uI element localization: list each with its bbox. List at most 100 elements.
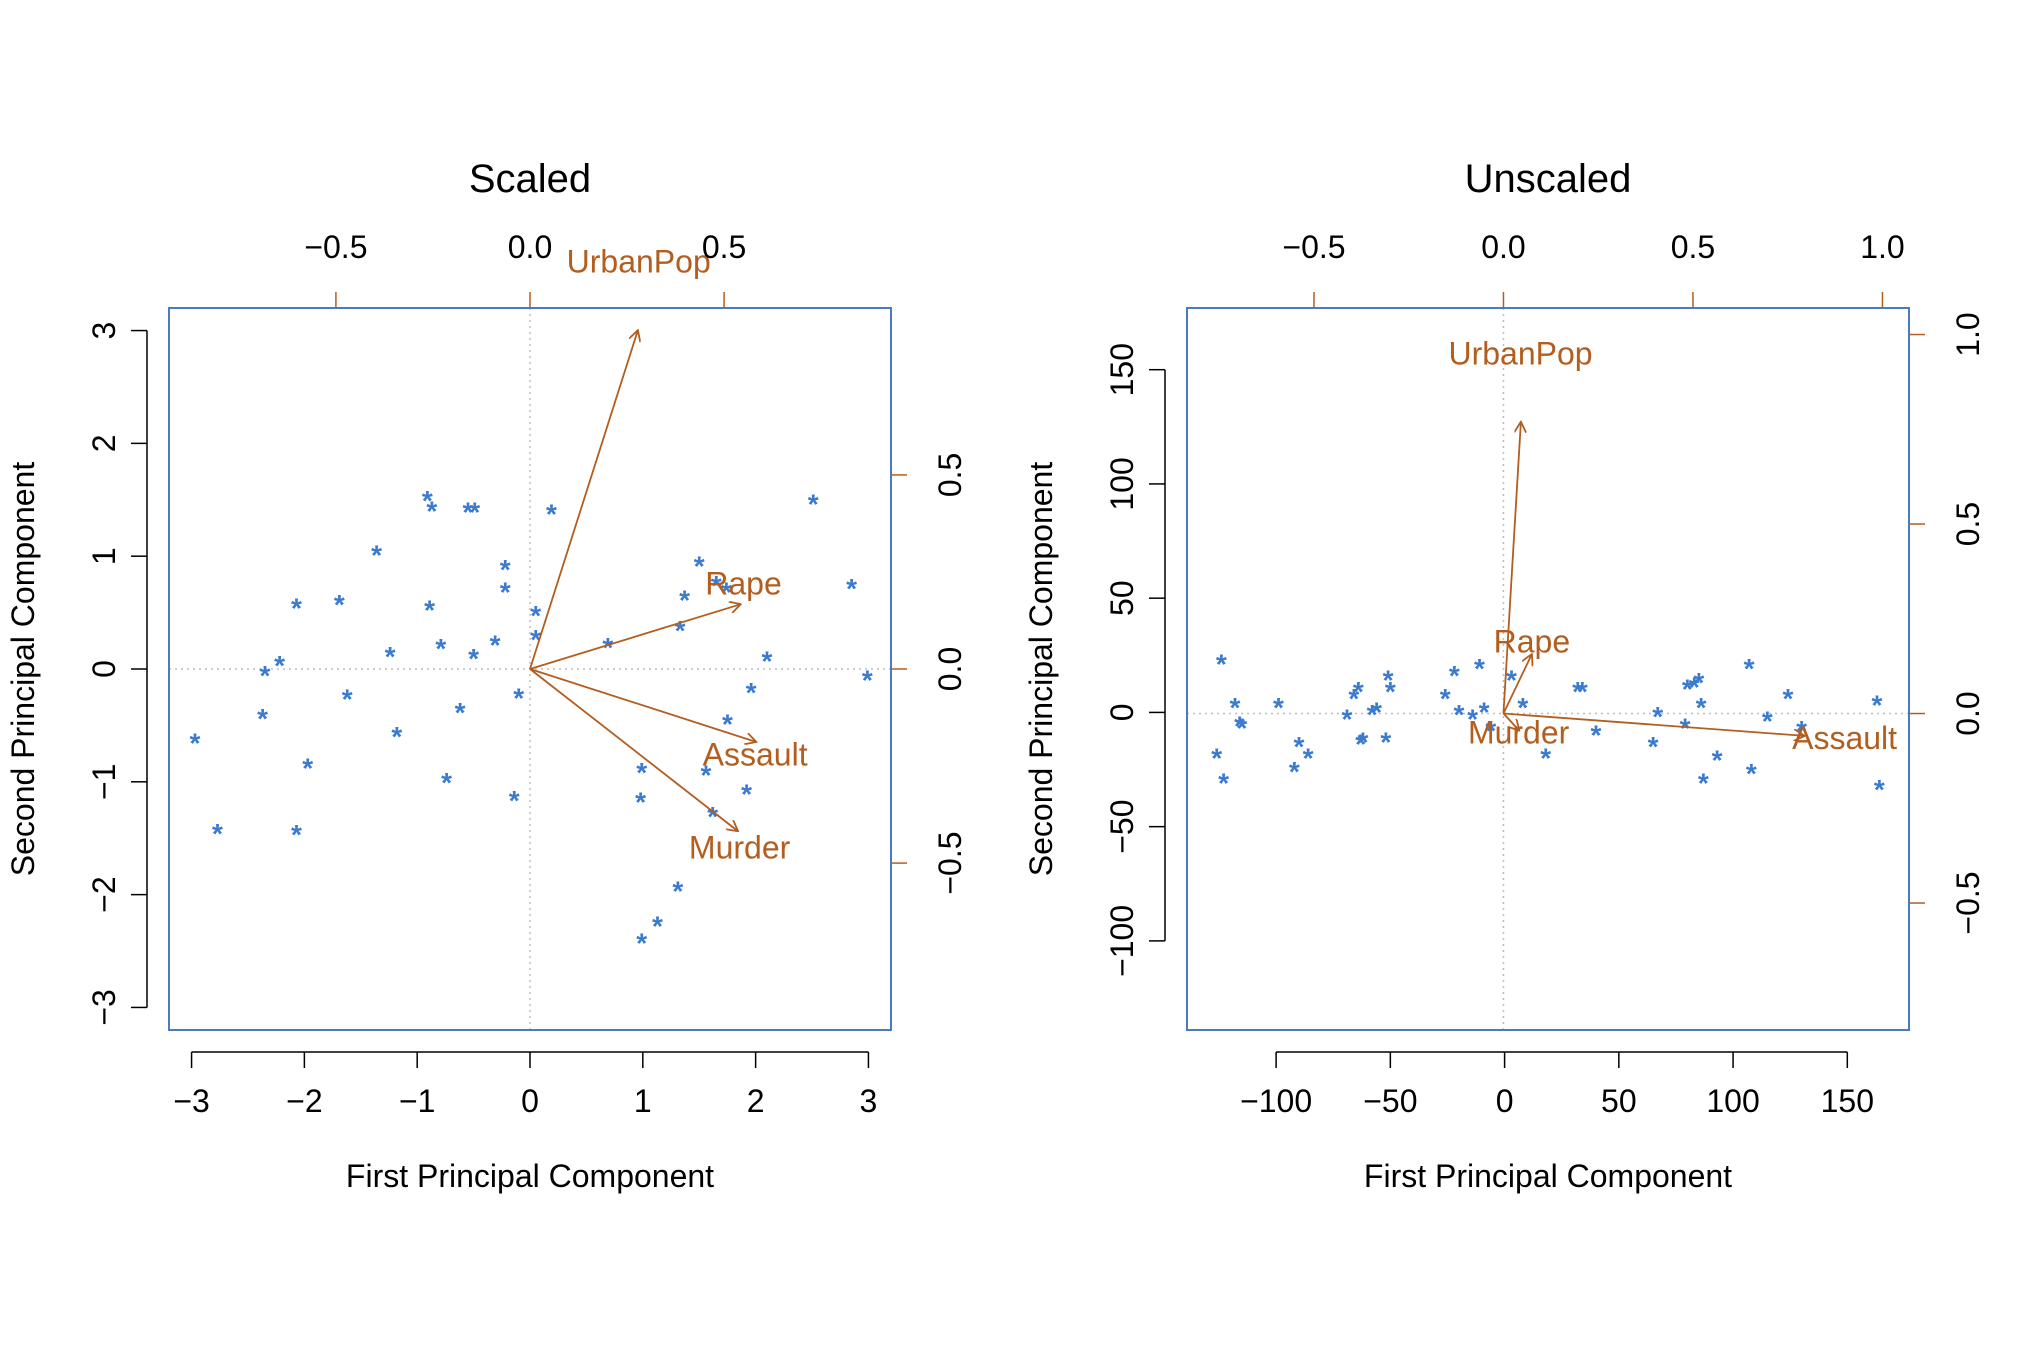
unscaled-plot-frame [1186, 307, 1910, 1031]
scaled-point-45: * [746, 677, 757, 708]
unscaled-bottom-axis: −100 −50 0 50 100 150 [1240, 1051, 1874, 1119]
scaled-left-axis: −3 −2 −1 0 1 2 3 [86, 322, 148, 1026]
scaled-point-13: * [422, 485, 433, 516]
scaled-bottom-axis: −3 −2 −1 0 1 2 3 [173, 1051, 877, 1119]
scaled-point-8: * [334, 589, 345, 620]
scaled-x-tick-label: −3 [173, 1083, 209, 1119]
unscaled-top-tick-label: 0.5 [1671, 229, 1715, 265]
unscaled-point-44: * [1762, 706, 1773, 737]
unscaled-point-19: * [1385, 676, 1396, 707]
unscaled-point-30: * [1572, 676, 1583, 707]
unscaled-point-4: * [1234, 710, 1245, 741]
scaled-score-points: **** ************************************… [189, 485, 872, 958]
scaled-point-17: * [441, 767, 452, 798]
scaled-x-tick-label: 1 [634, 1083, 652, 1119]
unscaled-point-12: * [1353, 676, 1364, 707]
scaled-point-44: * [741, 778, 752, 809]
scaled-chart-title: Scaled [469, 157, 591, 201]
unscaled-top-tick-label: −0.5 [1282, 229, 1345, 265]
scaled-top-axis: −0.5 0.0 0.5 [304, 229, 746, 308]
unscaled-x-tick-label: −50 [1363, 1083, 1417, 1119]
scaled-point-28: * [530, 624, 541, 655]
unscaled-point-16: * [1371, 697, 1382, 728]
scaled-point-24: * [500, 577, 511, 608]
unscaled-point-43: * [1746, 758, 1757, 789]
unscaled-point-34: * [1652, 701, 1663, 732]
unscaled-right-axis: −0.5 0.0 0.5 1.0 [1909, 312, 1986, 935]
scaled-point-22: * [490, 630, 501, 661]
unscaled-label-murder: Murder [1468, 714, 1570, 750]
scaled-point-32: * [636, 757, 647, 788]
unscaled-point-13: * [1357, 726, 1368, 757]
unscaled-point-40: * [1698, 767, 1709, 798]
unscaled-point-36: * [1682, 674, 1693, 705]
scaled-right-tick-label: 0.5 [932, 453, 968, 497]
scaled-right-tick-label: 0.0 [932, 647, 968, 691]
scaled-point-19: * [463, 496, 474, 527]
scaled-point-2: * [257, 703, 268, 734]
scaled-y-tick-label: −2 [86, 876, 122, 912]
scaled-loading-labels: UrbanPop Rape Assault Murder [567, 243, 808, 865]
scaled-point-14: * [424, 595, 435, 626]
unscaled-point-27: * [1506, 665, 1517, 696]
unscaled-left-axis: −100 −50 0 50 100 150 [1104, 343, 1166, 977]
unscaled-y-tick-label: 150 [1104, 343, 1140, 396]
unscaled-y-tick-label: 50 [1104, 580, 1140, 616]
scaled-point-12: * [391, 721, 402, 752]
unscaled-point-9: * [1303, 742, 1314, 773]
scaled-biplot-panel: Scaled First Principal Component Second … [5, 157, 968, 1194]
unscaled-score-points: ******************** *** ********** ** *****… [1211, 649, 1885, 806]
scaled-point-38: * [694, 551, 705, 582]
scaled-arrow-murder [529, 668, 738, 831]
scaled-point-0: * [189, 728, 200, 759]
scaled-y-tick-label: 1 [86, 547, 122, 565]
unscaled-arrow-murder [1502, 712, 1519, 731]
unscaled-right-tick-label: 0.5 [1950, 502, 1986, 546]
unscaled-loading-arrows [1502, 422, 1804, 736]
scaled-y-tick-label: 3 [86, 322, 122, 340]
scaled-point-11: * [385, 641, 396, 672]
scaled-right-tick-label: −0.5 [932, 832, 968, 895]
scaled-label-assault: Assault [703, 736, 808, 772]
scaled-point-21: * [469, 496, 480, 527]
unscaled-point-32: * [1591, 719, 1602, 750]
unscaled-point-24: * [1474, 653, 1485, 684]
unscaled-top-tick-label: 1.0 [1860, 229, 1904, 265]
unscaled-x-axis-title: First Principal Component [1364, 1158, 1732, 1194]
scaled-top-tick-label: −0.5 [304, 229, 367, 265]
scaled-y-axis-title: Second Principal Component [5, 462, 41, 877]
unscaled-arrow-urbanpop [1502, 422, 1520, 714]
unscaled-point-20: * [1440, 683, 1451, 714]
scaled-point-9: * [342, 684, 353, 715]
unscaled-x-tick-label: 100 [1706, 1083, 1759, 1119]
scaled-point-30: * [602, 632, 613, 663]
scaled-loading-arrows [529, 330, 756, 831]
unscaled-point-23: * [1467, 703, 1478, 734]
unscaled-right-tick-label: −0.5 [1950, 871, 1986, 934]
scaled-point-34: * [652, 910, 663, 941]
scaled-point-4: * [274, 650, 285, 681]
scaled-x-tick-label: −2 [286, 1083, 322, 1119]
unscaled-right-tick-label: 0.0 [1950, 691, 1986, 735]
scaled-point-20: * [468, 643, 479, 674]
unscaled-point-47: * [1872, 690, 1883, 721]
scaled-point-25: * [509, 785, 520, 816]
unscaled-point-10: * [1341, 703, 1352, 734]
scaled-label-murder: Murder [689, 830, 791, 866]
unscaled-point-39: * [1696, 692, 1707, 723]
unscaled-point-11: * [1348, 683, 1359, 714]
unscaled-y-axis-title: Second Principal Component [1023, 462, 1059, 877]
scaled-point-3: * [259, 660, 270, 691]
unscaled-point-48: * [1874, 774, 1885, 805]
scaled-arrow-urbanpop [529, 330, 638, 670]
unscaled-point-29: * [1540, 742, 1551, 773]
unscaled-label-rape: Rape [1494, 624, 1571, 660]
scaled-point-43: * [722, 709, 733, 740]
unscaled-arrow-assault [1503, 712, 1804, 736]
scaled-right-axis: −0.5 0.0 0.5 [891, 453, 968, 895]
unscaled-point-14: * [1355, 729, 1366, 760]
scaled-x-tick-label: −1 [399, 1083, 435, 1119]
scaled-point-18: * [455, 697, 466, 728]
scaled-point-31: * [635, 786, 646, 817]
